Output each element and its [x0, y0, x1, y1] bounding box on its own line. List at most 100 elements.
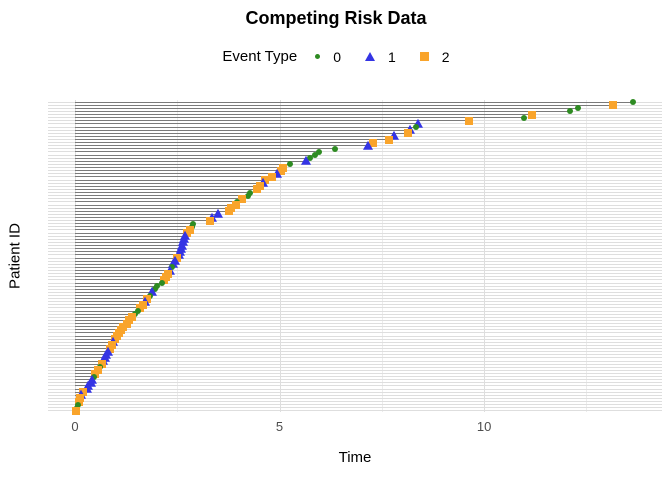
patient-gridline: [48, 210, 662, 212]
patient-gridline: [48, 163, 662, 165]
patient-gridline: [48, 316, 662, 318]
patient-gridline: [48, 192, 662, 194]
event-marker-square: [527, 110, 536, 119]
patient-followup-segment: [75, 110, 570, 112]
patient-followup-segment: [75, 107, 579, 109]
event-marker-square: [385, 135, 394, 144]
patient-followup-segment: [75, 344, 112, 346]
patient-followup-segment: [75, 151, 320, 153]
event-marker-circle: [287, 161, 294, 168]
patient-followup-segment: [75, 188, 257, 190]
patient-gridline: [48, 295, 662, 296]
patient-followup-segment: [75, 279, 165, 281]
legend-title: Event Type: [222, 48, 298, 65]
patient-gridline: [48, 357, 662, 359]
patient-gridline: [48, 338, 662, 340]
legend-item-label: 0: [333, 48, 341, 65]
x-tick-label: 5: [275, 419, 284, 434]
square-icon: [419, 52, 429, 61]
patient-followup-segment: [75, 213, 219, 215]
circle-icon: [315, 54, 321, 59]
event-marker-circle: [190, 220, 197, 227]
patient-followup-segment: [75, 257, 177, 259]
event-marker-square: [136, 303, 144, 312]
patient-gridline: [48, 323, 662, 325]
patient-gridline: [48, 360, 662, 362]
patient-followup-segment: [75, 263, 174, 265]
patient-gridline: [48, 379, 662, 381]
patient-followup-segment: [75, 298, 147, 300]
patient-gridline: [48, 282, 662, 284]
event-marker-triangle: [389, 131, 400, 141]
patient-followup-segment: [75, 139, 390, 140]
patient-gridline: [48, 394, 662, 396]
patient-gridline: [48, 373, 662, 374]
x-gridline-minor: [586, 100, 588, 412]
patient-gridline: [48, 304, 662, 306]
patient-followup-segment: [75, 335, 118, 337]
event-marker-triangle: [413, 118, 424, 128]
event-marker-square: [404, 129, 412, 138]
patient-followup-segment: [75, 176, 272, 178]
event-marker-circle: [135, 308, 141, 315]
plot-panel: [48, 99, 662, 415]
event-marker-triangle: [272, 168, 283, 178]
patient-gridline: [48, 248, 662, 250]
patient-followup-segment: [75, 316, 132, 318]
patient-gridline: [48, 285, 662, 287]
patient-followup-segment: [75, 310, 138, 312]
patient-followup-segment: [75, 326, 123, 328]
patient-gridline: [48, 388, 662, 390]
patient-followup-segment: [75, 229, 190, 231]
legend-item-event-1: 1: [364, 49, 396, 65]
patient-gridline: [48, 288, 662, 290]
patient-followup-segment: [75, 132, 408, 134]
patient-followup-segment: [75, 220, 210, 222]
patient-followup-segment: [75, 129, 410, 131]
patient-gridline: [48, 198, 662, 200]
x-axis-label: Time: [338, 449, 372, 466]
patient-followup-segment: [75, 354, 107, 356]
patient-followup-segment: [75, 285, 157, 287]
patient-gridline: [48, 354, 662, 356]
event-marker-square: [253, 185, 261, 194]
patient-gridline: [48, 270, 662, 272]
patient-followup-segment: [75, 348, 111, 350]
patient-followup-segment: [75, 170, 281, 172]
patient-followup-segment: [75, 142, 374, 144]
legend-item-event-2: 2: [419, 49, 450, 65]
patient-followup-segment: [75, 120, 469, 122]
event-marker-square: [369, 138, 378, 147]
patient-gridline: [48, 310, 662, 312]
patient-gridline: [48, 319, 662, 321]
patient-gridline: [48, 220, 662, 222]
patient-followup-segment: [75, 313, 136, 315]
patient-followup-segment: [75, 123, 419, 125]
patient-followup-segment: [75, 288, 155, 290]
x-gridline-major: [75, 100, 76, 412]
legend-items: 0 1 2: [315, 48, 450, 65]
event-marker-square: [71, 406, 80, 415]
patient-followup-segment: [75, 382, 91, 384]
x-gridline-major: [279, 100, 281, 412]
patient-followup-segment: [75, 366, 100, 368]
event-marker-square: [75, 397, 84, 406]
patient-followup-segment: [75, 204, 237, 206]
patient-gridline: [48, 157, 662, 159]
patient-gridline: [48, 298, 662, 300]
patient-followup-segment: [75, 135, 395, 137]
event-marker-square: [225, 207, 234, 216]
patient-gridline: [48, 207, 662, 209]
patient-gridline: [48, 245, 662, 247]
patient-followup-segment: [75, 232, 188, 234]
patient-followup-segment: [75, 226, 192, 228]
patient-followup-segment: [75, 373, 95, 374]
patient-gridline: [48, 407, 662, 409]
patient-gridline: [48, 151, 662, 153]
patient-followup-segment: [75, 254, 179, 256]
patient-gridline: [48, 376, 662, 378]
chart-title: Competing Risk Data: [245, 8, 427, 28]
legend: Event Type 0 1 2: [0, 48, 672, 65]
patient-gridline: [48, 148, 662, 150]
patient-followup-segment: [75, 329, 121, 331]
